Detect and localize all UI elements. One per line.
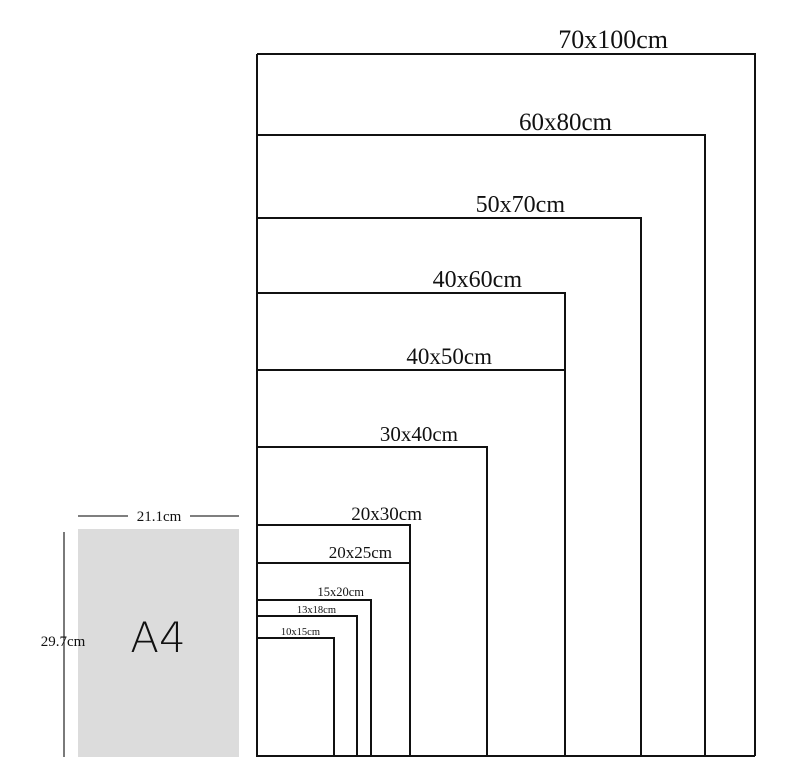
size-frames: 70x100cm 60x80cm 50x70cm 40x60cm 40x50cm 30x4… — [256, 25, 756, 757]
frame-outline — [257, 134, 706, 756]
size-frame-40x50cm: 40x50cm — [257, 344, 566, 756]
a4-sheet — [78, 529, 239, 757]
size-label: 20x30cm — [351, 504, 422, 525]
frame-outline — [257, 217, 642, 756]
a4-height-label: 29.7cm — [41, 634, 86, 650]
frame-outline — [257, 637, 335, 756]
size-frame-60x80cm: 60x80cm — [257, 109, 706, 756]
size-frame-20x25cm: 20x25cm — [257, 543, 411, 756]
size-label: 40x60cm — [433, 267, 523, 293]
frame-outline — [257, 446, 488, 756]
frame-outline — [257, 369, 566, 756]
frame-outline — [257, 599, 372, 756]
size-label: 60x80cm — [519, 109, 613, 136]
size-frame-10x15cm: 10x15cm — [257, 627, 335, 756]
shared-corner-axis — [256, 54, 755, 757]
size-label: 15x20cm — [317, 585, 364, 599]
frame-outline — [257, 562, 411, 756]
size-label: 70x100cm — [558, 25, 668, 54]
size-frame-70x100cm: 70x100cm — [257, 25, 756, 756]
size-frame-13x18cm: 13x18cm — [257, 605, 358, 756]
size-frame-50x70cm: 50x70cm — [257, 192, 642, 756]
a4-label: A4 — [130, 613, 185, 662]
a4-width-label: 21.1cm — [137, 509, 182, 525]
size-label: 13x18cm — [297, 605, 336, 616]
size-label: 50x70cm — [476, 192, 566, 218]
size-frame-15x20cm: 15x20cm — [257, 585, 372, 756]
size-label: 40x50cm — [406, 344, 492, 369]
size-label: 30x40cm — [380, 422, 458, 446]
size-label: 20x25cm — [329, 543, 392, 562]
size-frame-30x40cm: 30x40cm — [257, 422, 488, 756]
frame-outline — [257, 615, 358, 756]
size-label: 10x15cm — [281, 627, 320, 638]
a4-reference: A4 21.1cm 29.7cm — [41, 509, 239, 757]
frame-outline — [257, 53, 756, 756]
